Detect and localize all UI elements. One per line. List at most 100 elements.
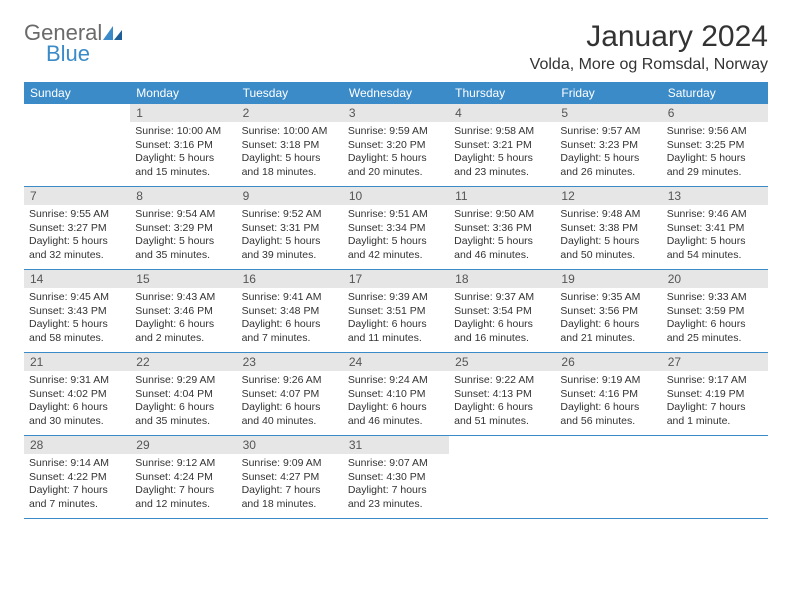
sunrise-line: Sunrise: 9:48 AM bbox=[560, 208, 656, 222]
sunset-line: Sunset: 4:04 PM bbox=[135, 388, 231, 402]
day-number: 20 bbox=[662, 270, 768, 288]
daylight-line: Daylight: 5 hours and 15 minutes. bbox=[135, 152, 231, 179]
sunset-line: Sunset: 3:46 PM bbox=[135, 305, 231, 319]
sunrise-line: Sunrise: 9:09 AM bbox=[242, 457, 338, 471]
day-number: 24 bbox=[343, 353, 449, 371]
sunset-line: Sunset: 3:36 PM bbox=[454, 222, 550, 236]
sunset-line: Sunset: 3:43 PM bbox=[29, 305, 125, 319]
day-cell: 29 Sunrise: 9:12 AMSunset: 4:24 PMDayligh… bbox=[130, 436, 236, 518]
day-number: 19 bbox=[555, 270, 661, 288]
day-cell: 12Sunrise: 9:48 AMSunset: 3:38 PMDayligh… bbox=[555, 187, 661, 269]
day-number: 5 bbox=[555, 104, 661, 122]
sunrise-line: Sunrise: 9:45 AM bbox=[29, 291, 125, 305]
day-number: 7 bbox=[24, 187, 130, 205]
daylight-line: Daylight: 5 hours and 35 minutes. bbox=[135, 235, 231, 262]
day-number: 15 bbox=[130, 270, 236, 288]
sunset-line: Sunset: 3:54 PM bbox=[454, 305, 550, 319]
day-cell: 7Sunrise: 9:55 AMSunset: 3:27 PMDaylight… bbox=[24, 187, 130, 269]
sunset-line: Sunset: 3:20 PM bbox=[348, 139, 444, 153]
sunrise-line: Sunrise: 9:12 AM bbox=[135, 457, 231, 471]
sunrise-line: Sunrise: 9:24 AM bbox=[348, 374, 444, 388]
daylight-line: Daylight: 5 hours and 58 minutes. bbox=[29, 318, 125, 345]
sunrise-line: Sunrise: 9:58 AM bbox=[454, 125, 550, 139]
daylight-line: Daylight: 5 hours and 42 minutes. bbox=[348, 235, 444, 262]
logo-sail-icon bbox=[102, 24, 124, 47]
sunset-line: Sunset: 3:48 PM bbox=[242, 305, 338, 319]
daylight-line: Daylight: 6 hours and 16 minutes. bbox=[454, 318, 550, 345]
day-cell: 11Sunrise: 9:50 AMSunset: 3:36 PMDayligh… bbox=[449, 187, 555, 269]
day-cell: 18Sunrise: 9:37 AMSunset: 3:54 PMDayligh… bbox=[449, 270, 555, 352]
day-number: 28 bbox=[24, 436, 130, 454]
sunrise-line: Sunrise: 10:00 AM bbox=[242, 125, 338, 139]
day-cell: 27Sunrise: 9:17 AMSunset: 4:19 PMDayligh… bbox=[662, 353, 768, 435]
sunrise-line: Sunrise: 9:35 AM bbox=[560, 291, 656, 305]
daylight-line: Daylight: 6 hours and 46 minutes. bbox=[348, 401, 444, 428]
daylight-line: Daylight: 6 hours and 11 minutes. bbox=[348, 318, 444, 345]
daylight-line: Daylight: 6 hours and 56 minutes. bbox=[560, 401, 656, 428]
daylight-line: Daylight: 5 hours and 54 minutes. bbox=[667, 235, 763, 262]
day-cell: 15Sunrise: 9:43 AMSunset: 3:46 PMDayligh… bbox=[130, 270, 236, 352]
day-cell: 9Sunrise: 9:52 AMSunset: 3:31 PMDaylight… bbox=[237, 187, 343, 269]
sunrise-line: Sunrise: 9:51 AM bbox=[348, 208, 444, 222]
sunset-line: Sunset: 4:30 PM bbox=[348, 471, 444, 485]
weekday-header: Tuesday bbox=[237, 82, 343, 104]
day-number: 25 bbox=[449, 353, 555, 371]
sunrise-line: Sunrise: 9:55 AM bbox=[29, 208, 125, 222]
daylight-line: Daylight: 5 hours and 50 minutes. bbox=[560, 235, 656, 262]
day-number: 17 bbox=[343, 270, 449, 288]
sunset-line: Sunset: 3:59 PM bbox=[667, 305, 763, 319]
daylight-line: Daylight: 7 hours and 18 minutes. bbox=[242, 484, 338, 511]
daylight-line: Daylight: 5 hours and 46 minutes. bbox=[454, 235, 550, 262]
sunrise-line: Sunrise: 9:41 AM bbox=[242, 291, 338, 305]
day-number: 9 bbox=[237, 187, 343, 205]
sunrise-line: Sunrise: 9:39 AM bbox=[348, 291, 444, 305]
day-cell: 13Sunrise: 9:46 AMSunset: 3:41 PMDayligh… bbox=[662, 187, 768, 269]
sunset-line: Sunset: 3:21 PM bbox=[454, 139, 550, 153]
sunrise-line: Sunrise: 9:57 AM bbox=[560, 125, 656, 139]
day-cell: 17 Sunrise: 9:39 AMSunset: 3:51 PMDayligh… bbox=[343, 270, 449, 352]
sunrise-line: Sunrise: 9:37 AM bbox=[454, 291, 550, 305]
sunrise-line: Sunrise: 9:33 AM bbox=[667, 291, 763, 305]
daylight-line: Daylight: 6 hours and 51 minutes. bbox=[454, 401, 550, 428]
daylight-line: Daylight: 7 hours and 12 minutes. bbox=[135, 484, 231, 511]
day-cell: 30Sunrise: 9:09 AMSunset: 4:27 PMDayligh… bbox=[237, 436, 343, 518]
sunset-line: Sunset: 4:07 PM bbox=[242, 388, 338, 402]
sunrise-line: Sunrise: 9:31 AM bbox=[29, 374, 125, 388]
sunrise-line: Sunrise: 9:26 AM bbox=[242, 374, 338, 388]
day-cell: 26Sunrise: 9:19 AMSunset: 4:16 PMDayligh… bbox=[555, 353, 661, 435]
sunset-line: Sunset: 3:18 PM bbox=[242, 139, 338, 153]
sunrise-line: Sunrise: 9:29 AM bbox=[135, 374, 231, 388]
daylight-line: Daylight: 6 hours and 2 minutes. bbox=[135, 318, 231, 345]
sunset-line: Sunset: 3:16 PM bbox=[135, 139, 231, 153]
calendar-week-row: 7 Sunrise: 9:55 AMSunset: 3:27 PM Daylight… bbox=[24, 187, 768, 270]
sunset-line: Sunset: 3:27 PM bbox=[29, 222, 125, 236]
day-number: 22 bbox=[130, 353, 236, 371]
weekday-header: Saturday bbox=[662, 82, 768, 104]
day-cell: 4 Sunrise: 9:58 AMSunset: 3:21 PMDaylight… bbox=[449, 104, 555, 186]
day-number: 4 bbox=[449, 104, 555, 122]
sunrise-line: Sunrise: 9:22 AM bbox=[454, 374, 550, 388]
day-number: 29 bbox=[130, 436, 236, 454]
daylight-line: Daylight: 6 hours and 35 minutes. bbox=[135, 401, 231, 428]
sunrise-line: Sunrise: 9:19 AM bbox=[560, 374, 656, 388]
daylight-line: Daylight: 6 hours and 7 minutes. bbox=[242, 318, 338, 345]
sunset-line: Sunset: 4:24 PM bbox=[135, 471, 231, 485]
day-number: 6 bbox=[662, 104, 768, 122]
weekday-header: Wednesday bbox=[343, 82, 449, 104]
calendar: SundayMondayTuesdayWednesdayThursdayFrid… bbox=[24, 82, 768, 519]
daylight-line: Daylight: 5 hours and 39 minutes. bbox=[242, 235, 338, 262]
day-number: 2 bbox=[237, 104, 343, 122]
sunrise-line: Sunrise: 9:56 AM bbox=[667, 125, 763, 139]
daylight-line: Daylight: 6 hours and 30 minutes. bbox=[29, 401, 125, 428]
day-cell-empty bbox=[24, 104, 130, 186]
weekday-header: Friday bbox=[555, 82, 661, 104]
sunset-line: Sunset: 3:51 PM bbox=[348, 305, 444, 319]
day-cell: 22 Sunrise: 9:29 AMSunset: 4:04 PMDayligh… bbox=[130, 353, 236, 435]
day-cell: 21Sunrise: 9:31 AMSunset: 4:02 PMDayligh… bbox=[24, 353, 130, 435]
day-cell: 23Sunrise: 9:26 AMSunset: 4:07 PMDayligh… bbox=[237, 353, 343, 435]
sunset-line: Sunset: 3:31 PM bbox=[242, 222, 338, 236]
daylight-line: Daylight: 5 hours and 23 minutes. bbox=[454, 152, 550, 179]
calendar-week-row: 14Sunrise: 9:45 AMSunset: 3:43 PMDayligh… bbox=[24, 270, 768, 353]
day-cell: 14Sunrise: 9:45 AMSunset: 3:43 PMDayligh… bbox=[24, 270, 130, 352]
day-cell: 24Sunrise: 9:24 AMSunset: 4:10 PMDayligh… bbox=[343, 353, 449, 435]
